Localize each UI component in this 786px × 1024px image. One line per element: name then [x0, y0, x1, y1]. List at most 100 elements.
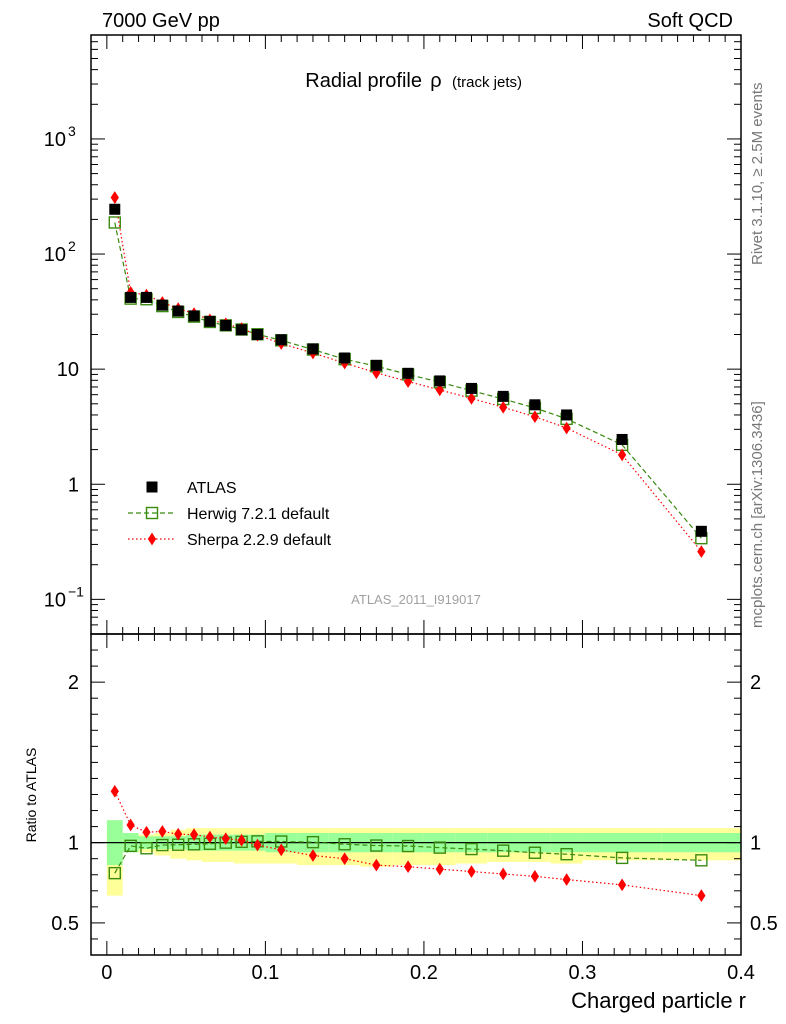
- sherpa-ratio-point: [562, 873, 571, 886]
- y-tick-label: 1: [68, 474, 79, 496]
- atlas-point: [172, 305, 184, 317]
- analysis-id: ATLAS_2011_I919017: [351, 592, 481, 607]
- sherpa-ratio-point: [110, 784, 119, 798]
- sherpa-ratio-point: [126, 818, 135, 832]
- sherpa-ratio-point: [530, 870, 540, 883]
- sherpa-point: [499, 400, 508, 414]
- sherpa-point: [467, 392, 476, 405]
- sherpa-ratio-point: [221, 832, 230, 845]
- x-tick-label: 0.4: [727, 962, 755, 984]
- sherpa-ratio-point: [499, 867, 508, 881]
- rivet-version: Rivet 3.1.10, ≥ 2.5M events: [749, 83, 766, 266]
- ratio-y-tick-label-right: 0.5: [750, 913, 778, 935]
- sherpa-point: [435, 383, 444, 397]
- sherpa-point: [617, 448, 627, 462]
- sherpa-ratio-point: [189, 828, 199, 841]
- legend-label-sherpa: Sherpa 2.2.9 default: [187, 532, 332, 549]
- herwig-ratio-point: [528, 846, 542, 859]
- ratio-panel: 0.5 0.5 1 1 2 2 0 0.1 0.2 0.3 0.4 Ratio to ATLAS: [23, 633, 778, 984]
- sherpa-ratio-point: [697, 889, 706, 902]
- atlas-point: [434, 375, 446, 387]
- y-tick-label-exponent: 3: [68, 123, 76, 139]
- ratio-y-tick-label: 2: [68, 672, 79, 694]
- atlas-point: [275, 334, 287, 346]
- herwig-ratio-point: [496, 844, 510, 857]
- lower-frame: [90, 633, 742, 956]
- ratio-y-tick-label: 0.5: [51, 913, 79, 935]
- sherpa-ratio-point: [174, 827, 183, 841]
- y-tick-label: 10: [44, 129, 66, 151]
- sherpa-ratio-point: [142, 825, 151, 839]
- x-axis-label: Charged particle r: [571, 988, 746, 1013]
- sherpa-ratio-point: [403, 860, 413, 874]
- atlas-point: [370, 359, 382, 371]
- mcplots-reference: mcplots.cern.ch [arXiv:1306.3436]: [749, 401, 766, 628]
- sherpa-ratio-point: [308, 849, 318, 862]
- ratio-y-tick-label: 1: [68, 833, 79, 855]
- legend: ATLAS Herwig 7.2.1 default Sherpa 2.2.9 …: [128, 480, 332, 549]
- sherpa-ratio-point: [372, 858, 381, 872]
- legend-label-atlas: ATLAS: [187, 480, 237, 497]
- herwig-ratio-point: [615, 851, 629, 865]
- herwig-ratio-point: [338, 838, 351, 851]
- sherpa-point: [697, 545, 706, 558]
- atlas-point: [695, 525, 707, 537]
- sherpa-ratio-point: [617, 878, 627, 892]
- atlas-point: [125, 291, 137, 303]
- x-tick-label: 0.3: [569, 962, 597, 984]
- atlas-point: [616, 433, 628, 445]
- herwig-ratio-point: [306, 835, 320, 849]
- x-tick-label: 0.1: [251, 962, 279, 984]
- atlas-point: [561, 409, 573, 421]
- herwig-ratio-point: [433, 841, 446, 854]
- herwig-point: [108, 216, 121, 229]
- sherpa-ratio-point: [253, 838, 262, 852]
- herwig-ratio-point: [140, 842, 153, 855]
- sherpa-ratio-point: [467, 865, 476, 878]
- herwig-ratio-point: [560, 848, 573, 861]
- y-tick-label: 10: [57, 359, 79, 381]
- sherpa-line: [114, 197, 702, 552]
- atlas-point: [497, 390, 509, 402]
- sherpa-ratio-point: [277, 843, 286, 857]
- y-tick-label: 10: [44, 244, 66, 266]
- ratio-y-tick-label-right: 1: [750, 833, 761, 855]
- atlas-point: [402, 367, 414, 379]
- legend-marker-atlas: [146, 481, 158, 493]
- atlas-point: [236, 324, 248, 336]
- herwig-line: [114, 222, 702, 539]
- herwig-ratio-point: [695, 854, 708, 867]
- atlas-point: [529, 399, 541, 411]
- chart-title-suffix: (track jets): [452, 74, 522, 91]
- herwig-ratio-point: [370, 839, 383, 852]
- y-tick-label-exponent: −1: [68, 583, 84, 599]
- x-tick-label: 0: [101, 962, 112, 984]
- herwig-ratio-point: [156, 838, 169, 852]
- legend-marker-herwig: [145, 506, 159, 520]
- herwig-ratio-point: [465, 842, 478, 856]
- header-left: 7000 GeV pp: [102, 10, 220, 32]
- ratio-y-tick-label-right: 2: [750, 672, 761, 694]
- legend-label-herwig: Herwig 7.2.1 default: [187, 506, 330, 523]
- atlas-point: [251, 329, 263, 340]
- sherpa-point: [562, 421, 571, 435]
- legend-marker-sherpa: [147, 532, 157, 546]
- sherpa-ratio-point: [435, 862, 444, 876]
- chart-title-symbol: ρ: [430, 70, 441, 92]
- y-tick-label-exponent: 2: [68, 238, 76, 254]
- atlas-point: [140, 291, 152, 303]
- herwig-ratio-point: [108, 866, 121, 880]
- ratio-axis-label: Ratio to ATLAS: [23, 748, 39, 843]
- herwig-ratio-point: [401, 839, 415, 853]
- upper-panel: Radial profile ρ (track jets) ATLAS_2011…: [44, 34, 742, 635]
- atlas-point: [156, 299, 168, 311]
- sherpa-ratio-point: [158, 825, 167, 838]
- atlas-point: [465, 382, 477, 394]
- atlas-point: [109, 203, 121, 215]
- atlas-point: [204, 315, 216, 327]
- sherpa-ratio-point: [340, 852, 349, 866]
- herwig-ratio-point: [124, 839, 137, 853]
- atlas-point: [307, 343, 319, 355]
- sherpa-point: [110, 191, 119, 204]
